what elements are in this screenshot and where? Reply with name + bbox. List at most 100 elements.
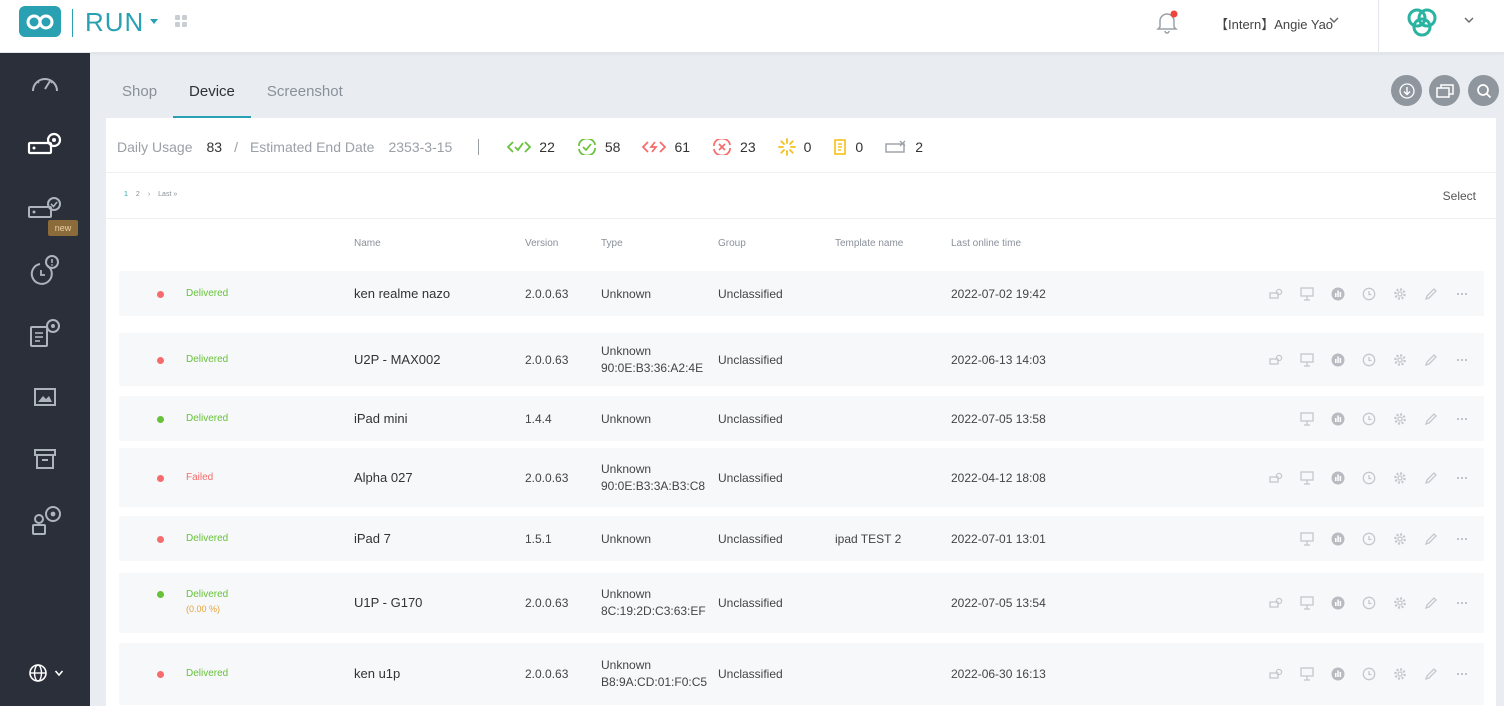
sidebar-item-documents[interactable]	[22, 313, 68, 353]
brand-logo-icon[interactable]	[1403, 6, 1441, 40]
table-row[interactable]: Delivered iPad mini 1.4.4 Unknown Unclassifi…	[119, 396, 1484, 441]
monitor-icon[interactable]	[1299, 470, 1315, 486]
schedule-clock-icon[interactable]	[1361, 531, 1377, 547]
device-name[interactable]: ken realme nazo	[354, 285, 451, 301]
more-icon[interactable]	[1454, 666, 1470, 682]
sidebar-item-dashboard[interactable]	[22, 63, 68, 103]
notification-bell-icon[interactable]	[1156, 10, 1178, 34]
sidebar-item-user-settings[interactable]	[22, 500, 68, 540]
device-name[interactable]: U2P - MAX002	[354, 351, 441, 367]
settings-gear-icon[interactable]	[1392, 666, 1408, 682]
device-name[interactable]: Alpha 027	[354, 469, 413, 485]
search-button[interactable]	[1468, 75, 1499, 106]
col-template[interactable]: Template name	[835, 238, 904, 249]
device-name[interactable]: iPad mini	[354, 410, 408, 426]
sidebar-item-device[interactable]	[22, 125, 68, 165]
page-next[interactable]: ›	[147, 191, 151, 198]
stat-online[interactable]: 22	[507, 139, 555, 155]
schedule-clock-icon[interactable]	[1361, 286, 1377, 302]
window-button[interactable]	[1429, 75, 1460, 106]
stat-unbound[interactable]: 2	[885, 139, 923, 155]
sidebar-item-alerts[interactable]	[22, 250, 68, 290]
page-2[interactable]: 2	[135, 191, 140, 198]
stat-loading[interactable]: 0	[777, 138, 811, 156]
table-row[interactable]: Delivered (0.00 %) U1P - G170 2.0.0.63 Unkno…	[119, 573, 1484, 633]
remote-link-icon[interactable]	[1268, 470, 1284, 486]
table-row[interactable]: Delivered iPad 7 1.5.1 Unknown Unclassified i…	[119, 516, 1484, 561]
monitor-icon[interactable]	[1299, 595, 1315, 611]
user-menu-chevron-down-icon[interactable]	[1328, 14, 1340, 26]
more-icon[interactable]	[1454, 286, 1470, 302]
device-name[interactable]: ken u1p	[354, 666, 401, 681]
more-icon[interactable]	[1454, 470, 1470, 486]
schedule-clock-icon[interactable]	[1361, 595, 1377, 611]
more-icon[interactable]	[1454, 595, 1470, 611]
stats-icon[interactable]	[1330, 595, 1346, 611]
settings-gear-icon[interactable]	[1392, 470, 1408, 486]
edit-pencil-icon[interactable]	[1423, 286, 1439, 302]
edit-pencil-icon[interactable]	[1423, 411, 1439, 427]
table-row[interactable]: Failed Alpha 027 2.0.0.63 Unknown 90:0E:B3:3…	[119, 448, 1484, 507]
settings-gear-icon[interactable]	[1392, 531, 1408, 547]
app-switch-caret-icon[interactable]	[150, 19, 158, 24]
stats-icon[interactable]	[1330, 531, 1346, 547]
more-icon[interactable]	[1454, 411, 1470, 427]
monitor-icon[interactable]	[1299, 411, 1315, 427]
app-title[interactable]: RUN	[85, 7, 145, 37]
stat-disconnected[interactable]: 61	[642, 139, 690, 155]
remote-link-icon[interactable]	[1268, 666, 1284, 682]
col-name[interactable]: Name	[354, 238, 381, 249]
sidebar-item-archive[interactable]	[22, 439, 68, 479]
edit-pencil-icon[interactable]	[1423, 666, 1439, 682]
more-icon[interactable]	[1454, 352, 1470, 368]
remote-link-icon[interactable]	[1268, 595, 1284, 611]
remote-link-icon[interactable]	[1268, 286, 1284, 302]
language-selector[interactable]	[28, 663, 64, 683]
col-version[interactable]: Version	[525, 238, 559, 249]
stat-sync-failed[interactable]: 23	[712, 139, 756, 155]
page-last[interactable]: Last »	[158, 191, 178, 198]
settings-gear-icon[interactable]	[1392, 286, 1408, 302]
monitor-icon[interactable]	[1299, 531, 1315, 547]
edit-pencil-icon[interactable]	[1423, 352, 1439, 368]
tab-device[interactable]: Device	[173, 70, 251, 118]
edit-pencil-icon[interactable]	[1423, 531, 1439, 547]
stats-icon[interactable]	[1330, 411, 1346, 427]
tab-shop[interactable]: Shop	[122, 83, 158, 100]
settings-gear-icon[interactable]	[1392, 411, 1408, 427]
device-name[interactable]: iPad 7	[354, 530, 391, 546]
tab-screenshot[interactable]: Screenshot	[266, 83, 343, 100]
edit-pencil-icon[interactable]	[1423, 470, 1439, 486]
select-button[interactable]: Select	[1442, 189, 1476, 203]
col-group[interactable]: Group	[718, 238, 746, 249]
user-name[interactable]: 【Intern】Angie Yao	[1215, 17, 1334, 32]
stats-icon[interactable]	[1330, 352, 1346, 368]
stats-icon[interactable]	[1330, 666, 1346, 682]
sidebar-item-images[interactable]	[22, 377, 68, 417]
app-grid-icon[interactable]	[175, 15, 187, 27]
col-type[interactable]: Type	[601, 238, 623, 249]
edit-pencil-icon[interactable]	[1423, 595, 1439, 611]
device-name[interactable]: U1P - G170	[354, 595, 423, 610]
stats-icon[interactable]	[1330, 470, 1346, 486]
schedule-clock-icon[interactable]	[1361, 411, 1377, 427]
remote-link-icon[interactable]	[1268, 352, 1284, 368]
more-icon[interactable]	[1454, 531, 1470, 547]
settings-gear-icon[interactable]	[1392, 352, 1408, 368]
monitor-icon[interactable]	[1299, 286, 1315, 302]
page-1[interactable]: 1	[124, 191, 128, 198]
app-logo[interactable]	[19, 6, 61, 37]
table-row[interactable]: Delivered U2P - MAX002 2.0.0.63 Unknown 90:0…	[119, 333, 1484, 386]
schedule-clock-icon[interactable]	[1361, 470, 1377, 486]
table-row[interactable]: Delivered ken realme nazo 2.0.0.63 Unknown U…	[119, 271, 1484, 316]
brand-menu-chevron-down-icon[interactable]	[1463, 14, 1475, 26]
monitor-icon[interactable]	[1299, 352, 1315, 368]
monitor-icon[interactable]	[1299, 666, 1315, 682]
stats-icon[interactable]	[1330, 286, 1346, 302]
schedule-clock-icon[interactable]	[1361, 352, 1377, 368]
stat-synced[interactable]: 58	[577, 139, 620, 155]
schedule-clock-icon[interactable]	[1361, 666, 1377, 682]
settings-gear-icon[interactable]	[1392, 595, 1408, 611]
col-last-online[interactable]: Last online time	[951, 238, 1022, 249]
sidebar-item-device-check[interactable]	[22, 189, 68, 229]
